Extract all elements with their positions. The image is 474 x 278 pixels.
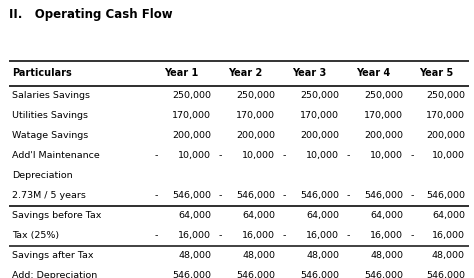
Text: Add: Depreciation: Add: Depreciation xyxy=(12,271,97,278)
Text: 16,000: 16,000 xyxy=(432,231,465,240)
Text: 48,000: 48,000 xyxy=(306,251,339,260)
Text: -: - xyxy=(283,231,286,240)
Text: Year 1: Year 1 xyxy=(164,68,199,78)
Text: -: - xyxy=(347,151,350,160)
Text: 170,000: 170,000 xyxy=(426,111,465,120)
Text: 48,000: 48,000 xyxy=(432,251,465,260)
Text: 200,000: 200,000 xyxy=(237,131,275,140)
Text: Savings after Tax: Savings after Tax xyxy=(12,251,93,260)
Text: 10,000: 10,000 xyxy=(178,151,211,160)
Text: 200,000: 200,000 xyxy=(365,131,403,140)
Text: 546,000: 546,000 xyxy=(237,191,275,200)
Text: 48,000: 48,000 xyxy=(242,251,275,260)
Text: 546,000: 546,000 xyxy=(426,271,465,278)
Text: 2.73M / 5 years: 2.73M / 5 years xyxy=(12,191,86,200)
Text: 10,000: 10,000 xyxy=(370,151,403,160)
Text: 10,000: 10,000 xyxy=(306,151,339,160)
Text: 546,000: 546,000 xyxy=(365,271,403,278)
Text: 10,000: 10,000 xyxy=(242,151,275,160)
Text: 170,000: 170,000 xyxy=(237,111,275,120)
Text: 10,000: 10,000 xyxy=(432,151,465,160)
Text: 48,000: 48,000 xyxy=(370,251,403,260)
Text: Savings before Tax: Savings before Tax xyxy=(12,211,101,220)
Text: 546,000: 546,000 xyxy=(301,271,339,278)
Text: Depreciation: Depreciation xyxy=(12,171,73,180)
Text: -: - xyxy=(155,191,158,200)
Text: -: - xyxy=(283,151,286,160)
Text: -: - xyxy=(347,191,350,200)
Text: 546,000: 546,000 xyxy=(237,271,275,278)
Text: 64,000: 64,000 xyxy=(242,211,275,220)
Text: Particulars: Particulars xyxy=(12,68,72,78)
Text: 546,000: 546,000 xyxy=(173,271,211,278)
Text: Year 3: Year 3 xyxy=(292,68,327,78)
Text: Salaries Savings: Salaries Savings xyxy=(12,91,90,100)
Text: 16,000: 16,000 xyxy=(306,231,339,240)
Text: -: - xyxy=(219,191,222,200)
Text: 64,000: 64,000 xyxy=(370,211,403,220)
Text: 250,000: 250,000 xyxy=(426,91,465,100)
Text: 546,000: 546,000 xyxy=(426,191,465,200)
Text: -: - xyxy=(219,151,222,160)
Text: 250,000: 250,000 xyxy=(301,91,339,100)
Text: Year 5: Year 5 xyxy=(419,68,453,78)
Text: Tax (25%): Tax (25%) xyxy=(12,231,59,240)
Text: -: - xyxy=(347,231,350,240)
Text: II.   Operating Cash Flow: II. Operating Cash Flow xyxy=(9,8,173,21)
Text: 16,000: 16,000 xyxy=(370,231,403,240)
Text: Add'l Maintenance: Add'l Maintenance xyxy=(12,151,100,160)
Text: Year 4: Year 4 xyxy=(356,68,391,78)
Text: 250,000: 250,000 xyxy=(365,91,403,100)
Text: 250,000: 250,000 xyxy=(237,91,275,100)
Text: 64,000: 64,000 xyxy=(306,211,339,220)
Text: 170,000: 170,000 xyxy=(173,111,211,120)
Text: 16,000: 16,000 xyxy=(242,231,275,240)
Text: -: - xyxy=(411,231,414,240)
Text: -: - xyxy=(155,231,158,240)
Text: -: - xyxy=(411,151,414,160)
Text: -: - xyxy=(155,151,158,160)
Text: Utilities Savings: Utilities Savings xyxy=(12,111,88,120)
Text: 170,000: 170,000 xyxy=(301,111,339,120)
Text: -: - xyxy=(411,191,414,200)
Text: 546,000: 546,000 xyxy=(365,191,403,200)
Text: -: - xyxy=(283,191,286,200)
Text: 16,000: 16,000 xyxy=(178,231,211,240)
Text: 64,000: 64,000 xyxy=(432,211,465,220)
Text: 200,000: 200,000 xyxy=(301,131,339,140)
Text: 200,000: 200,000 xyxy=(173,131,211,140)
Text: 200,000: 200,000 xyxy=(426,131,465,140)
Text: Watage Savings: Watage Savings xyxy=(12,131,88,140)
Text: 170,000: 170,000 xyxy=(365,111,403,120)
Text: -: - xyxy=(219,231,222,240)
Text: 546,000: 546,000 xyxy=(173,191,211,200)
Text: 250,000: 250,000 xyxy=(173,91,211,100)
Text: 64,000: 64,000 xyxy=(178,211,211,220)
Text: 48,000: 48,000 xyxy=(178,251,211,260)
Text: Year 2: Year 2 xyxy=(228,68,263,78)
Text: 546,000: 546,000 xyxy=(301,191,339,200)
